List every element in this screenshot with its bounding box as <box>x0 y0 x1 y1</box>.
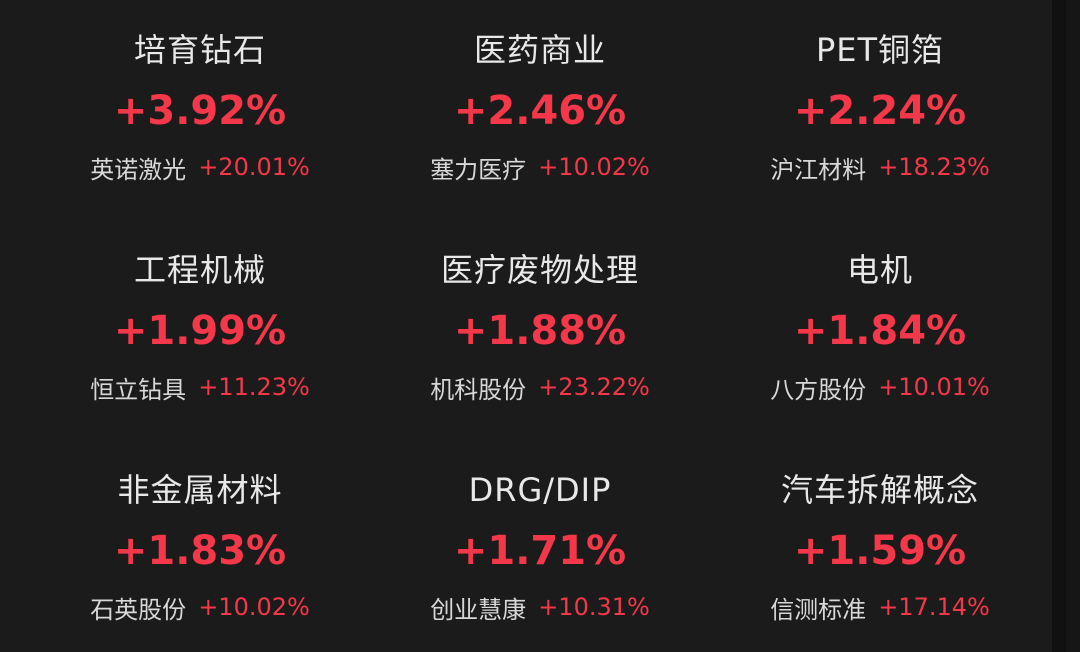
leading-stock[interactable]: 恒立钻具 +11.23% <box>90 370 310 404</box>
leading-stock-name: 信测标准 <box>770 595 867 624</box>
sector-name: 非金属材料 <box>117 471 283 509</box>
sector-name: 医药商业 <box>473 31 606 69</box>
sector-card[interactable]: 汽车拆解概念 +1.59% 信测标准 +17.14% <box>710 440 1050 652</box>
leading-stock[interactable]: 沪江材料 +18.23% <box>770 150 990 184</box>
sector-card[interactable]: PET铜箔 +2.24% 沪江材料 +18.23% <box>710 0 1050 220</box>
leading-stock-name: 恒立钻具 <box>90 375 187 404</box>
screen-edge <box>1052 0 1066 652</box>
sector-grid: 培育钻石 +3.92% 英诺激光 +20.01% 医药商业 +2.46% 塞力医… <box>30 0 1050 652</box>
sector-card[interactable]: 医疗废物处理 +1.88% 机科股份 +23.22% <box>370 220 710 440</box>
leading-stock-change: +10.31% <box>538 593 650 621</box>
leading-stock-name: 八方股份 <box>770 375 867 404</box>
leading-stock-change: +10.02% <box>198 593 310 621</box>
leading-stock-change: +17.14% <box>878 593 990 621</box>
sector-change: +1.84% <box>793 308 967 354</box>
sector-change: +1.83% <box>113 528 287 574</box>
sector-card[interactable]: 医药商业 +2.46% 塞力医疗 +10.02% <box>370 0 710 220</box>
sector-name: 培育钻石 <box>133 31 266 69</box>
leading-stock-name: 塞力医疗 <box>430 155 527 184</box>
sector-card[interactable]: DRG/DIP +1.71% 创业慧康 +10.31% <box>370 440 710 652</box>
sector-card[interactable]: 非金属材料 +1.83% 石英股份 +10.02% <box>30 440 370 652</box>
leading-stock-change: +10.02% <box>538 153 650 181</box>
leading-stock[interactable]: 八方股份 +10.01% <box>770 370 990 404</box>
sector-name: 医疗废物处理 <box>440 251 639 289</box>
sector-change: +1.59% <box>793 528 967 574</box>
sector-change: +3.92% <box>113 88 287 134</box>
sector-change: +2.46% <box>453 88 627 134</box>
leading-stock[interactable]: 塞力医疗 +10.02% <box>430 150 650 184</box>
leading-stock[interactable]: 机科股份 +23.22% <box>430 370 650 404</box>
sector-change: +1.99% <box>113 308 287 354</box>
leading-stock-change: +20.01% <box>198 153 310 181</box>
leading-stock-name: 沪江材料 <box>770 155 867 184</box>
leading-stock-change: +23.22% <box>538 373 650 401</box>
leading-stock-name: 英诺激光 <box>90 155 187 184</box>
sector-change: +2.24% <box>793 88 967 134</box>
sector-card[interactable]: 培育钻石 +3.92% 英诺激光 +20.01% <box>30 0 370 220</box>
leading-stock[interactable]: 英诺激光 +20.01% <box>90 150 310 184</box>
sector-name: PET铜箔 <box>815 31 945 69</box>
sector-name: 汽车拆解概念 <box>780 471 979 509</box>
sector-name: DRG/DIP <box>468 471 612 509</box>
sector-change: +1.88% <box>453 308 627 354</box>
sector-change: +1.71% <box>453 528 627 574</box>
leading-stock[interactable]: 石英股份 +10.02% <box>90 590 310 624</box>
sector-name: 工程机械 <box>133 251 266 289</box>
sector-card[interactable]: 工程机械 +1.99% 恒立钻具 +11.23% <box>30 220 370 440</box>
leading-stock-name: 石英股份 <box>90 595 187 624</box>
sector-name: 电机 <box>846 251 913 289</box>
leading-stock-change: +11.23% <box>198 373 310 401</box>
leading-stock-name: 创业慧康 <box>430 595 527 624</box>
leading-stock-name: 机科股份 <box>430 375 527 404</box>
leading-stock-change: +10.01% <box>878 373 990 401</box>
leading-stock[interactable]: 创业慧康 +10.31% <box>430 590 650 624</box>
leading-stock[interactable]: 信测标准 +17.14% <box>770 590 990 624</box>
sector-card[interactable]: 电机 +1.84% 八方股份 +10.01% <box>710 220 1050 440</box>
leading-stock-change: +18.23% <box>878 153 990 181</box>
